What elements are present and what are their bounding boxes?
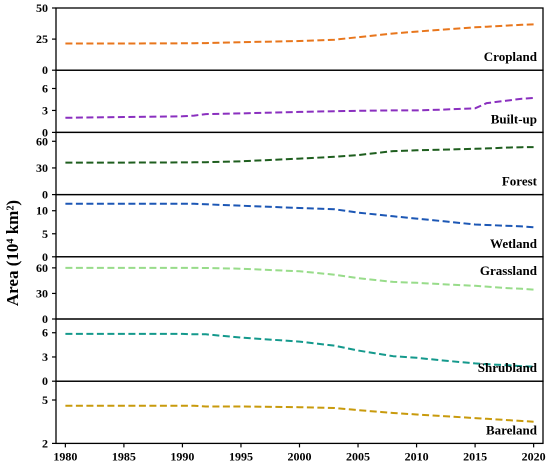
y-tick-label: 60 xyxy=(36,134,48,148)
x-tick-label: 1995 xyxy=(229,449,253,463)
panel-frame xyxy=(55,380,544,445)
y-tick-label: 50 xyxy=(36,1,48,15)
y-tick-label: 60 xyxy=(36,261,48,275)
y-tick-label: 6 xyxy=(42,81,48,95)
y-tick-label: 30 xyxy=(36,161,48,175)
panel-frame xyxy=(55,256,544,320)
x-tick-label: 1990 xyxy=(170,449,194,463)
panel-frame xyxy=(55,69,544,134)
panel-label-forest: Forest xyxy=(502,174,538,189)
x-tick-label: 2000 xyxy=(288,449,312,463)
y-tick-label: 0 xyxy=(42,374,48,388)
panel-shrubland: 0 3 6 Shrubland xyxy=(42,318,544,388)
y-tick-label: 10 xyxy=(36,204,48,218)
panel-grassland: 0 30 60 Grassland xyxy=(36,256,544,326)
y-tick-label: 25 xyxy=(36,32,48,46)
y-tick-label: 5 xyxy=(42,227,48,241)
x-tick-label: 1980 xyxy=(53,449,77,463)
panel-label-built-up: Built-up xyxy=(491,111,537,126)
panel-wetland: 0 5 10 Wetland xyxy=(36,193,544,264)
x-tick-label: 1985 xyxy=(112,449,136,463)
y-tick-label: 3 xyxy=(42,103,48,117)
panel-cropland: 0 25 50 Cropland xyxy=(36,1,544,77)
panel-forest: 0 30 60 Forest xyxy=(36,131,544,202)
y-axis-label: Area (10⁴ km²) xyxy=(3,200,22,306)
series-line-shrubland xyxy=(65,332,534,368)
y-tick-label: 5 xyxy=(42,393,48,407)
x-tick-label: 2005 xyxy=(346,449,370,463)
series-line-grassland xyxy=(65,266,534,291)
y-tick-label: 2 xyxy=(42,436,48,450)
y-tick-label: 0 xyxy=(42,312,48,326)
y-tick-label: 0 xyxy=(42,188,48,202)
panel-label-shrubland: Shrubland xyxy=(478,360,538,375)
y-tick-label: 3 xyxy=(42,350,48,364)
panel-label-cropland: Cropland xyxy=(484,49,538,64)
y-tick-label: 0 xyxy=(42,63,48,77)
series-line-forest xyxy=(65,146,534,164)
panel-bareland: 2 5 Bareland xyxy=(42,380,544,450)
x-tick-label: 2010 xyxy=(405,449,429,463)
series-line-wetland xyxy=(65,202,534,229)
y-tick-label: 6 xyxy=(42,326,48,340)
x-tick-label: 2015 xyxy=(463,449,487,463)
x-tick-label: 2020 xyxy=(522,449,546,463)
y-tick-label: 30 xyxy=(36,286,48,300)
panel-frame xyxy=(55,318,544,382)
y-tick-label: 0 xyxy=(42,250,48,264)
panel-label-grassland: Grassland xyxy=(480,263,538,278)
series-line-built-up xyxy=(65,97,534,119)
y-tick-label: 0 xyxy=(42,125,48,139)
panel-frame xyxy=(55,7,544,71)
series-line-bareland xyxy=(65,404,534,423)
x-axis: 1980 1985 1990 1995 2000 2005 2010 2015 2020 xyxy=(53,443,546,463)
panel-built-up: 0 3 6 Built-up xyxy=(42,69,544,139)
panel-label-wetland: Wetland xyxy=(490,236,538,251)
panel-label-bareland: Bareland xyxy=(486,422,538,437)
series-line-cropland xyxy=(65,23,534,45)
